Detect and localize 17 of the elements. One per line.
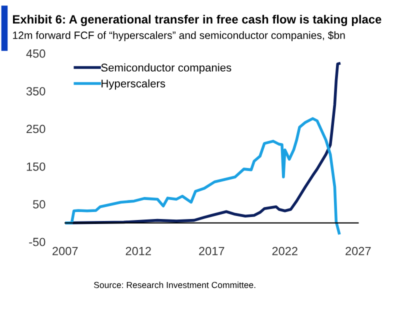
legend-label: Semiconductor companies bbox=[101, 63, 232, 74]
legend-label: Hyperscalers bbox=[102, 79, 166, 90]
line-series bbox=[65, 117, 340, 235]
chart-subtitle: 12m forward FCF of “hyperscalers” and semiconductor companies, $bn bbox=[13, 31, 345, 42]
y-tick-label: 450 bbox=[26, 49, 46, 58]
x-tick-label: 2007 bbox=[52, 246, 78, 256]
x-tick-label: 2027 bbox=[346, 246, 371, 256]
y-tick-label: 350 bbox=[26, 87, 46, 96]
source-note: Source: Research Investment Committee. bbox=[94, 282, 256, 288]
x-tick-label: 2012 bbox=[126, 246, 151, 256]
x-tick-label: 2022 bbox=[272, 246, 298, 256]
y-tick-label: 250 bbox=[26, 124, 46, 134]
x-tick-label: 2017 bbox=[199, 246, 224, 256]
y-tick-label: 50 bbox=[33, 200, 46, 208]
y-tick-label: 150 bbox=[26, 162, 46, 171]
y-tick-label: -50 bbox=[29, 238, 46, 246]
chart-title: Exhibit 6: A generational transfer in free cash flow is taking place bbox=[13, 14, 382, 26]
